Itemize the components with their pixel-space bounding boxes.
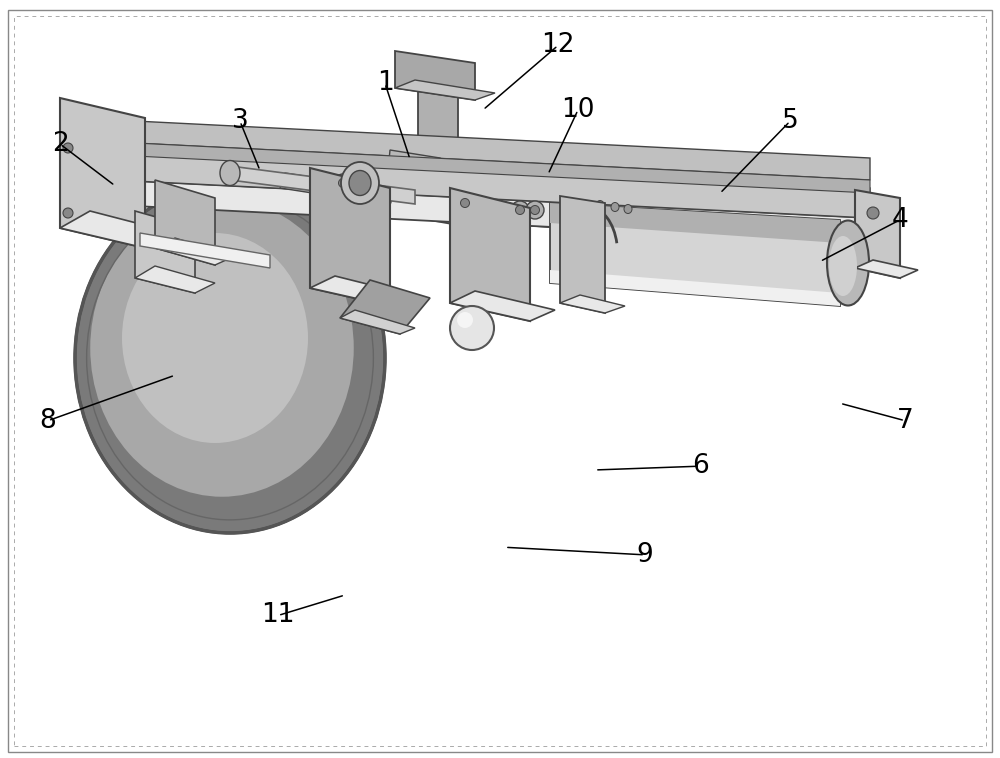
Circle shape <box>450 306 494 350</box>
Polygon shape <box>75 178 870 243</box>
Text: 7: 7 <box>897 408 913 434</box>
Text: 4: 4 <box>892 207 908 233</box>
Polygon shape <box>75 118 870 180</box>
Polygon shape <box>60 98 145 248</box>
Polygon shape <box>450 291 555 321</box>
Ellipse shape <box>867 207 879 219</box>
Text: 8: 8 <box>40 408 56 434</box>
Ellipse shape <box>526 201 544 219</box>
Ellipse shape <box>516 205 524 215</box>
Polygon shape <box>855 190 900 278</box>
Polygon shape <box>418 71 458 225</box>
Polygon shape <box>230 166 415 204</box>
Polygon shape <box>855 260 918 278</box>
Ellipse shape <box>460 199 470 208</box>
Polygon shape <box>550 203 840 306</box>
Polygon shape <box>75 148 870 218</box>
Polygon shape <box>340 310 415 334</box>
Polygon shape <box>310 168 390 306</box>
Polygon shape <box>385 150 440 211</box>
Ellipse shape <box>90 199 354 496</box>
Polygon shape <box>550 203 840 243</box>
Ellipse shape <box>341 162 379 204</box>
Polygon shape <box>340 280 430 334</box>
Ellipse shape <box>827 221 869 305</box>
Text: 12: 12 <box>541 33 575 58</box>
Ellipse shape <box>596 201 604 209</box>
Ellipse shape <box>334 174 352 192</box>
Ellipse shape <box>75 183 385 533</box>
Ellipse shape <box>338 178 348 187</box>
Ellipse shape <box>456 194 474 212</box>
Polygon shape <box>155 238 235 265</box>
Ellipse shape <box>63 143 73 153</box>
Polygon shape <box>155 180 215 265</box>
Ellipse shape <box>530 205 540 215</box>
Polygon shape <box>140 233 270 268</box>
Text: 5: 5 <box>782 108 798 134</box>
Text: 10: 10 <box>561 97 595 123</box>
Text: 11: 11 <box>261 603 295 628</box>
Polygon shape <box>550 270 840 306</box>
Text: 6: 6 <box>692 453 708 479</box>
Polygon shape <box>280 173 395 205</box>
Circle shape <box>457 312 473 328</box>
Ellipse shape <box>611 202 619 211</box>
Polygon shape <box>455 203 720 240</box>
Polygon shape <box>230 173 420 213</box>
Polygon shape <box>560 196 605 313</box>
Ellipse shape <box>829 236 857 296</box>
Ellipse shape <box>624 205 632 214</box>
Polygon shape <box>310 276 415 306</box>
Text: 3: 3 <box>232 108 248 134</box>
Text: 1: 1 <box>377 70 393 96</box>
Polygon shape <box>450 188 530 321</box>
Text: 9: 9 <box>637 542 653 568</box>
Ellipse shape <box>511 201 529 219</box>
Polygon shape <box>395 80 495 100</box>
Polygon shape <box>75 140 870 193</box>
Ellipse shape <box>220 161 240 186</box>
Polygon shape <box>395 51 475 100</box>
Polygon shape <box>560 295 625 313</box>
Text: 2: 2 <box>52 131 68 157</box>
Ellipse shape <box>122 233 308 443</box>
Ellipse shape <box>349 171 371 196</box>
Polygon shape <box>60 211 175 248</box>
Ellipse shape <box>63 208 73 218</box>
Polygon shape <box>135 266 215 293</box>
Polygon shape <box>135 211 195 293</box>
